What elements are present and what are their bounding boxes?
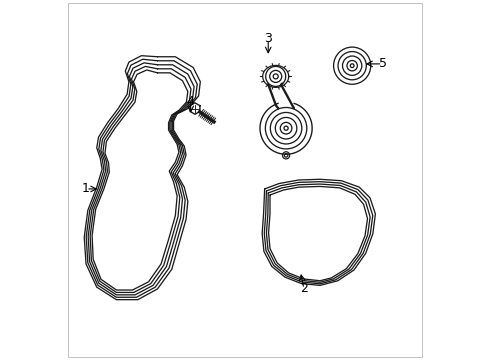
Text: 4: 4 bbox=[187, 95, 195, 108]
Text: 3: 3 bbox=[264, 32, 272, 45]
Text: 2: 2 bbox=[300, 283, 308, 296]
Text: 5: 5 bbox=[379, 57, 387, 71]
Text: 1: 1 bbox=[82, 183, 90, 195]
